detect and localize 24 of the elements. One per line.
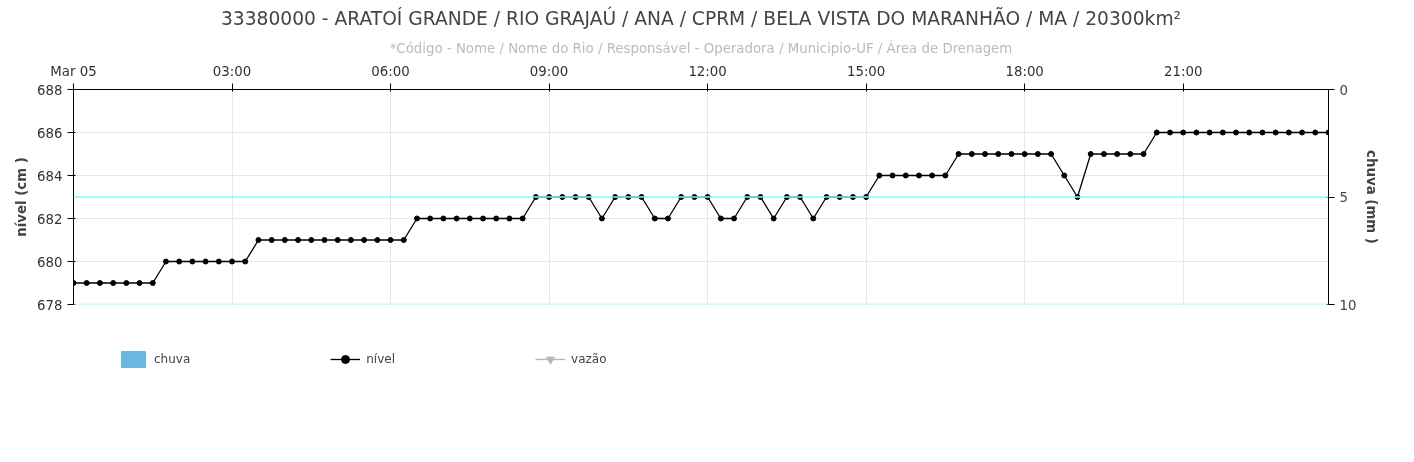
x-tick-label: 06:00 bbox=[371, 63, 410, 79]
y-tick-label: 678 bbox=[37, 297, 63, 313]
chart-subtitle: *Código - Nome / Nome do Rio / Responsável - Operadora / Municipio-UF / Área de Drenagem bbox=[389, 39, 1013, 56]
y2-tick-label: 5 bbox=[1339, 190, 1348, 205]
legend-label: chuva bbox=[154, 352, 191, 366]
y-tick-label: 682 bbox=[37, 211, 63, 227]
x-tick-label: 12:00 bbox=[688, 63, 727, 79]
x-tick-label: Mar 05 bbox=[50, 63, 97, 79]
legend-label: vazão bbox=[571, 352, 607, 366]
chart-title: 33380000 - ARATOÍ GRANDE / RIO GRAJAÚ / ANA / CPRM / BELA VISTA DO MARANHÃO / MA / 20300km² bbox=[220, 5, 1182, 29]
y-tick-label: 686 bbox=[37, 125, 63, 141]
y2-axis-title: chuva (mm ) bbox=[1364, 150, 1380, 244]
x-tick-label: 09:00 bbox=[529, 63, 569, 79]
y-tick-label: 688 bbox=[37, 82, 63, 98]
x-tick-label: 03:00 bbox=[212, 63, 252, 79]
y2-tick-label: 0 bbox=[1339, 82, 1348, 98]
x-tick-label: 15:00 bbox=[846, 63, 886, 79]
legend-label: nível bbox=[366, 352, 396, 366]
x-tick-label: 21:00 bbox=[1163, 63, 1203, 79]
y-tick-label: 684 bbox=[37, 168, 63, 184]
y-tick-label: 680 bbox=[37, 254, 63, 270]
y2-tick-label: 10 bbox=[1339, 297, 1357, 313]
y-axis-title: nível (cm ) bbox=[14, 157, 30, 237]
x-tick-label: 18:00 bbox=[1005, 63, 1044, 79]
